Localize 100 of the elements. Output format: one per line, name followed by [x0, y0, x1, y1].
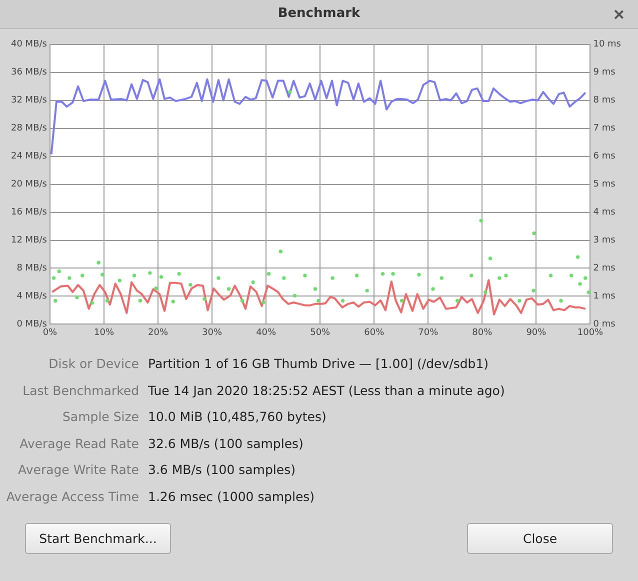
point — [292, 294, 297, 298]
y-tick-label: 36 MB/s — [10, 68, 48, 78]
y2-tick-label: 10 ms — [593, 40, 622, 50]
text: Average Read Rate — [20, 434, 139, 453]
point — [171, 300, 175, 304]
y2-tick-label: 2 ms — [593, 264, 616, 274]
x-tick-label: 40% — [256, 328, 277, 338]
point — [417, 272, 421, 276]
point — [216, 276, 220, 280]
x-tick-label: 0% — [42, 328, 58, 338]
point — [400, 298, 404, 302]
x-tick-label: 70% — [418, 328, 439, 338]
point — [380, 272, 385, 276]
point — [532, 231, 536, 236]
point — [431, 287, 435, 291]
point — [316, 298, 320, 302]
y-tick-label: 8 MB/s — [16, 264, 48, 274]
point — [570, 274, 574, 278]
y-tick-label: 24 MB/s — [10, 152, 48, 162]
point — [96, 260, 100, 264]
point — [148, 271, 152, 275]
x-tick-label: 80% — [472, 328, 493, 338]
y-tick-label: 40 MB/s — [10, 40, 48, 50]
point — [584, 276, 588, 280]
point — [330, 276, 334, 280]
y-tick-label: 28 MB/s — [10, 124, 48, 134]
point — [456, 298, 460, 302]
text: Tue 14 Jan 2020 18:25:52 AEST (Less than a minute ago) — [148, 382, 505, 400]
y2-tick-label: 1 ms — [593, 292, 616, 302]
point — [138, 298, 142, 302]
y-tick-label: 32 MB/s — [10, 96, 48, 106]
point — [227, 287, 231, 291]
point — [532, 288, 536, 292]
point — [365, 288, 369, 292]
point — [440, 276, 444, 280]
point — [132, 274, 136, 278]
point — [498, 276, 502, 280]
point — [80, 274, 84, 278]
text: Average Access Time — [6, 488, 139, 506]
point — [251, 280, 255, 284]
y2-tick-label: 6 ms — [593, 152, 616, 162]
point — [177, 272, 181, 276]
point — [313, 287, 318, 291]
x-tick-label: 60% — [364, 328, 385, 338]
x-tick-label: 50% — [310, 328, 331, 338]
point — [586, 290, 590, 294]
x-tick-label: 10% — [94, 328, 114, 338]
point — [240, 298, 244, 302]
point — [470, 274, 474, 278]
point — [484, 290, 488, 294]
point — [518, 298, 522, 302]
text: Close — [467, 523, 613, 554]
text: 10.0 MiB (10,485,760 bytes) — [148, 408, 326, 426]
chart-title: Benchmark — [0, 0, 638, 29]
point — [391, 272, 395, 276]
text: Last Benchmarked — [22, 382, 139, 400]
y-tick-label: 12 MB/s — [10, 236, 48, 246]
point — [282, 276, 286, 280]
text: Partition 1 of 16 GB Thumb Drive — [1.00] (/dev/sdb1) — [148, 355, 489, 373]
point — [576, 255, 580, 259]
text: Sample Size — [62, 408, 139, 426]
text: Average Write Rate — [18, 461, 139, 479]
point — [159, 275, 164, 279]
point — [52, 276, 56, 280]
point — [100, 272, 104, 276]
text: Disk or Device — [48, 355, 139, 373]
text: 3.6 MB/s (100 samples) — [148, 461, 296, 479]
point — [68, 276, 72, 280]
point — [288, 90, 292, 94]
y2-tick-label: 4 ms — [593, 208, 616, 218]
point — [75, 296, 79, 300]
point — [154, 286, 158, 290]
point — [118, 278, 122, 282]
point — [488, 256, 492, 260]
y2-tick-label: 9 ms — [593, 68, 616, 78]
point — [266, 272, 271, 276]
point — [105, 298, 110, 302]
point — [479, 218, 483, 222]
point — [504, 274, 508, 278]
y2-tick-label: 5 ms — [593, 180, 616, 190]
point — [578, 282, 582, 286]
x-tick-label: 20% — [148, 328, 168, 338]
point — [188, 282, 192, 287]
point — [340, 298, 345, 302]
text: 32.6 MB/s (100 samples) — [148, 434, 304, 453]
point — [262, 300, 266, 304]
point — [278, 250, 282, 254]
y2-tick-label: 0 ms — [593, 320, 616, 330]
x-tick-label: 90% — [526, 328, 547, 338]
text: Start Benchmark... — [25, 523, 171, 554]
y2-tick-label: 7 ms — [593, 124, 616, 134]
point — [559, 298, 563, 302]
x-tick-label: 100% — [577, 328, 604, 338]
point — [54, 298, 58, 302]
y-tick-label: 4 MB/s — [16, 292, 48, 302]
y2-tick-label: 8 ms — [593, 96, 616, 106]
text: 1.26 msec (1000 samples) — [148, 488, 315, 506]
y2-tick-label: 3 ms — [593, 236, 616, 246]
point — [548, 274, 553, 278]
point — [57, 270, 61, 274]
